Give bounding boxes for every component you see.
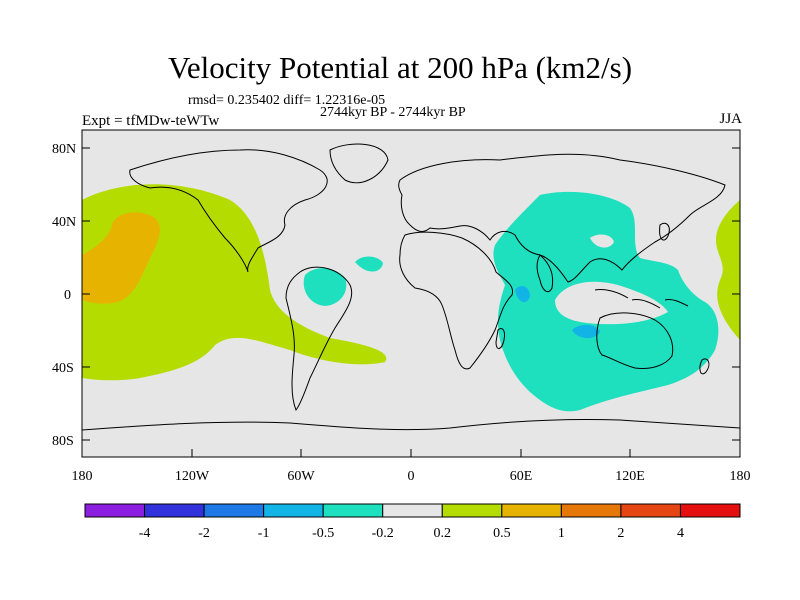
colorbar-swatch: [620, 503, 681, 518]
colorbar-swatch: [144, 503, 205, 518]
lon-label: 0: [408, 469, 415, 484]
lat-label: 0: [64, 288, 71, 303]
coast-africa: [399, 231, 514, 370]
fill-australia-core: [572, 324, 600, 339]
fill-amazon-negative: [303, 268, 347, 306]
colorbar-swatch: [382, 503, 443, 518]
colorbar-swatch: [560, 503, 622, 518]
coastlines: [82, 143, 740, 431]
lat-label: 80N: [52, 142, 76, 157]
lat-ticks: [82, 147, 740, 441]
colorbar-label: 1: [558, 526, 565, 541]
coast-europe-asia: [398, 153, 726, 283]
lon-label: 60W: [287, 469, 315, 484]
colorbar-label: 2: [617, 526, 624, 541]
lon-label: 180: [730, 469, 751, 484]
fill-asia-gap: [555, 281, 668, 325]
colorbar-swatch: [441, 503, 503, 518]
coast-india: [536, 254, 554, 293]
colorbar-label: -1: [258, 526, 270, 541]
rmsd-subtitle: rmsd= 0.235402 diff= 1.22316e-05: [188, 93, 386, 108]
colorbar-swatch: [84, 503, 146, 518]
coast-antarctica: [82, 418, 740, 431]
colorbar-label: -0.2: [372, 526, 394, 541]
lon-label: 60E: [510, 469, 533, 484]
colorbar-label: -4: [139, 526, 151, 541]
fill-atlantic-negative: [355, 256, 383, 272]
coast-madagascar: [495, 327, 505, 349]
colorbar-label: 0.2: [434, 526, 452, 541]
lat-label: 40S: [52, 361, 74, 376]
lon-label: 180: [72, 469, 93, 484]
coast-maritime: [594, 289, 689, 309]
plot-title: Velocity Potential at 200 hPa (km2/s): [167, 50, 633, 85]
colorbar-label: 0.5: [493, 526, 511, 541]
lon-ticks: [81, 449, 741, 457]
lat-label: 40N: [52, 215, 76, 230]
season-label: JJA: [719, 111, 742, 127]
colorbar: -4 -2 -1 -0.5 -0.2 0.2 0.5 1 2 4: [84, 503, 741, 541]
fill-arabian-core: [515, 286, 530, 303]
period-label: 2744kyr BP - 2744kyr BP: [320, 105, 466, 120]
coast-new-zealand: [699, 358, 710, 375]
experiment-label: Expt = tfMDw-teWTw: [82, 113, 220, 129]
coast-japan: [659, 222, 670, 241]
contour-fills: [82, 184, 740, 412]
fill-dateline-positive: [716, 200, 740, 340]
fill-pacific-core: [82, 212, 160, 304]
colorbar-swatch: [263, 503, 324, 518]
lat-label: 80S: [52, 434, 74, 449]
coast-australia: [596, 312, 674, 369]
fill-asia-gap-small: [590, 234, 614, 248]
colorbar-label: -0.5: [312, 526, 334, 541]
coast-greenland: [329, 143, 389, 184]
coast-north-america: [129, 149, 328, 273]
coast-south-america: [285, 266, 353, 411]
lon-label: 120E: [615, 469, 645, 484]
colorbar-label: -2: [198, 526, 210, 541]
colorbar-label: 4: [677, 526, 684, 541]
colorbar-swatch: [679, 503, 741, 518]
colorbar-swatch: [501, 503, 562, 518]
lon-label: 120W: [175, 469, 210, 484]
colorbar-swatch: [322, 503, 384, 518]
colorbar-swatch: [203, 503, 265, 518]
